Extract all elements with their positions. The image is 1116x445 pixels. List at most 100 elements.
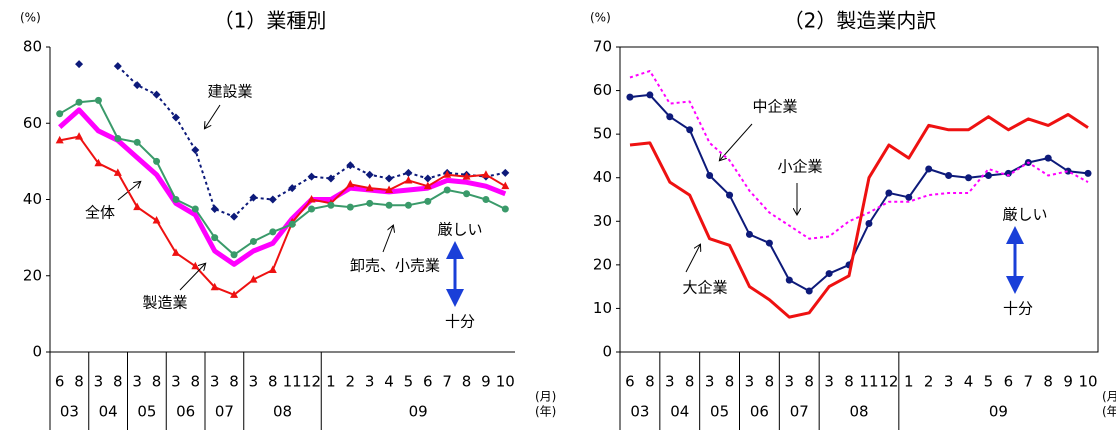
data-point	[288, 184, 297, 193]
series-label: 卸売、小売業	[350, 257, 440, 275]
y-axis-label: (%)	[20, 11, 41, 25]
year-label: 05	[137, 403, 156, 421]
data-point	[191, 205, 199, 213]
series-label: 大企業	[682, 279, 727, 297]
data-point	[326, 174, 335, 183]
x-tick-label: 3	[365, 373, 375, 391]
data-point	[404, 175, 413, 184]
data-point	[211, 234, 219, 242]
x-tick-label: 8	[685, 373, 695, 391]
data-point	[686, 126, 694, 134]
x-tick-label: 9	[481, 373, 491, 391]
x-tick-label: 10	[496, 373, 515, 391]
data-point	[75, 60, 84, 69]
x-tick-label: 8	[1043, 373, 1053, 391]
data-point	[268, 265, 277, 274]
label-arrow	[179, 264, 205, 291]
x-tick-label: 6	[423, 373, 433, 391]
data-point	[745, 230, 753, 238]
y-tick-label: 30	[593, 212, 612, 230]
x-tick-label: 3	[249, 373, 259, 391]
chart-title: （2）製造業内訳	[784, 9, 937, 33]
series-label: 全体	[85, 204, 115, 222]
x-tick-label: 7	[442, 373, 452, 391]
data-point	[307, 172, 316, 181]
data-point	[94, 96, 102, 104]
data-point	[626, 93, 634, 101]
data-point	[805, 287, 813, 295]
data-point	[269, 228, 277, 236]
y-tick-label: 0	[602, 343, 612, 361]
data-point	[75, 98, 83, 106]
data-point	[424, 197, 432, 205]
data-point	[646, 91, 654, 99]
label-arrow	[382, 226, 393, 253]
y-tick-label: 60	[593, 81, 612, 99]
data-point	[482, 196, 490, 203]
x-tick-label: 8	[844, 373, 854, 391]
data-point	[210, 282, 219, 291]
x-tick-label: 3	[824, 373, 834, 391]
data-point	[785, 276, 793, 284]
x-tick-label: 3	[171, 373, 181, 391]
x-tick-label: 8	[804, 373, 814, 391]
annotation: 十分	[1003, 300, 1033, 318]
year-label: 08	[273, 403, 292, 421]
year-label: 06	[176, 403, 195, 421]
data-point	[366, 199, 374, 207]
series-line	[629, 113, 1089, 319]
data-point	[965, 174, 973, 182]
y-tick-label: 40	[593, 168, 612, 186]
y-tick-label: 70	[593, 38, 612, 56]
data-point	[1064, 167, 1072, 175]
data-point	[984, 172, 992, 180]
y-tick-label: 20	[593, 255, 612, 273]
data-point	[865, 219, 873, 227]
x-tick-label: 3	[132, 373, 142, 391]
data-point	[346, 179, 355, 188]
data-point	[230, 212, 239, 221]
series-line	[117, 65, 506, 218]
y-tick-label: 40	[23, 190, 42, 208]
data-point	[385, 174, 394, 183]
data-point	[501, 205, 509, 213]
y-axis-label: (%)	[590, 11, 611, 25]
year-label: 09	[409, 403, 428, 421]
data-point	[230, 290, 239, 298]
data-point	[706, 172, 714, 180]
year-label: 07	[790, 403, 809, 421]
x-tick-label: 12	[302, 373, 321, 391]
x-tick-label: 8	[645, 373, 655, 391]
data-point	[501, 181, 510, 190]
data-point	[404, 168, 413, 177]
x-tick-label: 9	[1063, 373, 1073, 391]
x-tick-label: 6	[55, 373, 65, 391]
year-label: 03	[630, 403, 649, 421]
data-point	[462, 172, 471, 180]
x-tick-label: 2	[346, 373, 356, 391]
series-label: 小企業	[777, 158, 822, 176]
year-label: 04	[99, 403, 118, 421]
data-point	[463, 190, 471, 198]
series-label: 建設業	[207, 83, 252, 101]
x-tick-label: 8	[462, 373, 472, 391]
data-point	[55, 135, 64, 144]
x-tick-label: 8	[725, 373, 735, 391]
data-point	[765, 239, 773, 247]
data-point	[307, 195, 316, 203]
data-point	[114, 135, 122, 142]
data-point	[113, 168, 122, 176]
data-point	[365, 183, 374, 192]
data-point	[172, 196, 180, 203]
x-tick-label: 8	[191, 373, 201, 391]
x-tick-label: 5	[404, 373, 414, 391]
data-point	[905, 193, 913, 201]
data-point	[171, 248, 180, 256]
x-unit-label: (月)	[1102, 390, 1116, 404]
x-tick-label: 3	[944, 373, 954, 391]
data-point	[423, 174, 432, 183]
label-arrow	[205, 104, 221, 128]
data-point	[288, 220, 296, 228]
data-point	[327, 201, 335, 209]
data-point	[501, 168, 510, 177]
